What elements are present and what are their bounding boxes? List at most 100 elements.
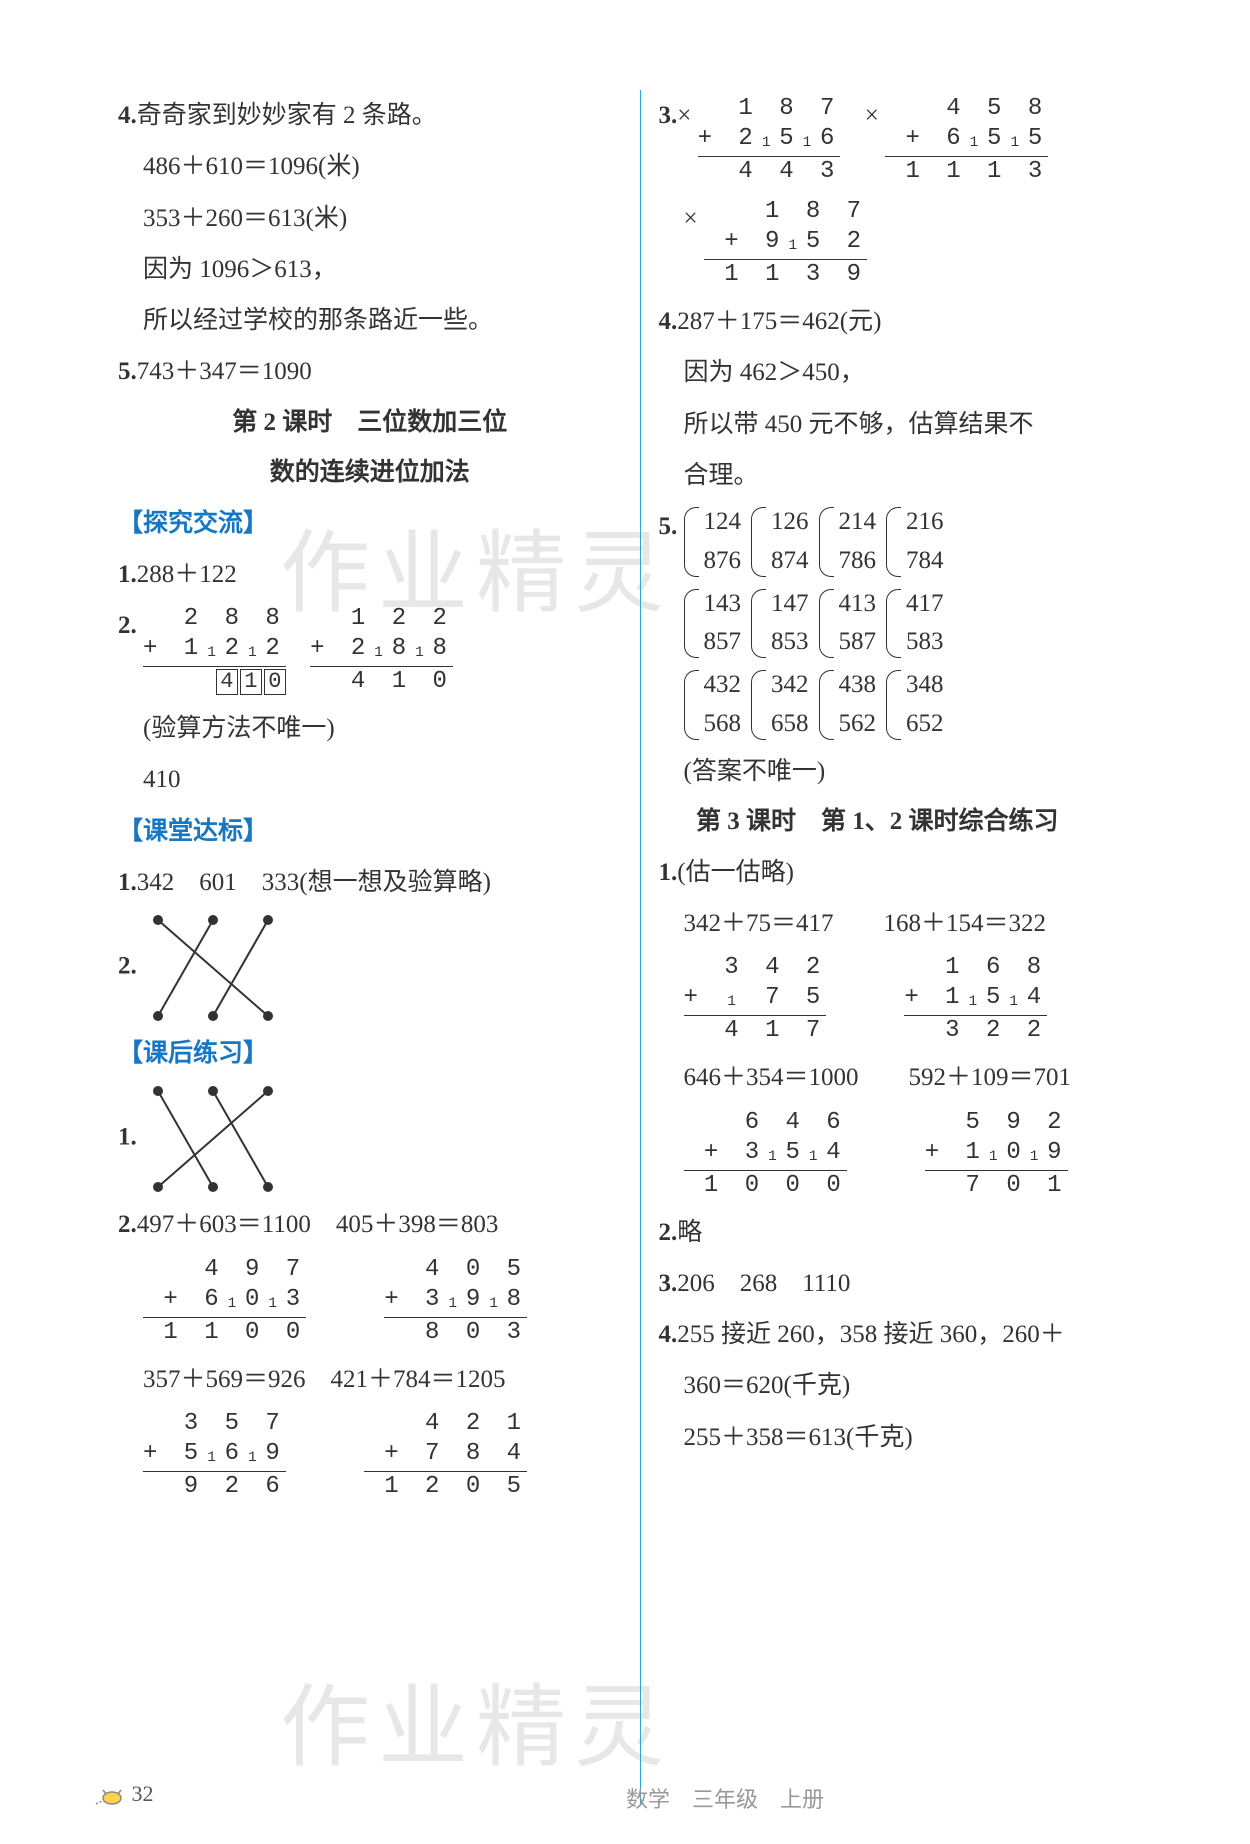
r-p4-1: 4.255 接近 260，358 接近 360，260＋ xyxy=(659,1309,1163,1360)
q5-num: 5. xyxy=(118,358,137,385)
e2-num: 2. xyxy=(118,612,137,639)
rp1v2a: 1 6 8 xyxy=(904,953,1047,983)
section-after: 【课后练习】 xyxy=(118,1028,622,1079)
a2-v4: 4 2 1+ 7 8 4 1 2 0 5 xyxy=(364,1409,527,1502)
section-class: 【课堂达标】 xyxy=(118,806,622,857)
q4-eq1: 486＋610＝1096(米) xyxy=(118,141,622,192)
rp1e1: 342＋75＝417 xyxy=(684,910,834,937)
right-column: 3.× 1 8 7+ 2₁5₁6 4 4 3 × 4 5 8+ 6₁5₁5 1 … xyxy=(641,90,1181,1804)
rp1v1a: 3 4 2 xyxy=(684,953,827,983)
box-4: 4 xyxy=(216,669,238,695)
r-q3-v3: 1 8 7+ 9₁5 2 1 1 3 9 xyxy=(704,197,867,290)
r-q5: 5. 124876126874214786216784 xyxy=(659,501,1163,583)
rp1v3: 6 4 6+ 3₁5₁4 1 0 0 0 xyxy=(684,1108,847,1201)
q4-so: 所以经过学校的那条路近一些。 xyxy=(118,295,622,346)
r-q4-cmp: 因为 462＞450， xyxy=(659,347,1163,398)
rq3v3a: 1 8 7 xyxy=(704,197,867,227)
r-q4-so2: 合理。 xyxy=(659,450,1163,501)
r-p1-note: (估一估略) xyxy=(677,859,794,886)
r-q4-so1: 所以带 450 元不够，估算结果不 xyxy=(659,399,1163,450)
r-q3-x1: × xyxy=(677,102,691,129)
rp1v4r: 7 0 1 xyxy=(925,1171,1068,1201)
c1-num: 1. xyxy=(118,869,137,896)
r-p1-eq12: 342＋75＝417 168＋154＝322 xyxy=(659,898,1163,949)
box-0: 0 xyxy=(264,669,286,695)
rq3v3b: + 9₁5 2 xyxy=(704,227,867,260)
rp1v3a: 6 4 6 xyxy=(684,1108,847,1138)
q5-eq: 743＋347＝1090 xyxy=(137,358,312,385)
match-diagram-1 xyxy=(143,908,283,1028)
r-p4-t3: 255＋358＝613(千克) xyxy=(659,1412,1163,1463)
a2-v2: 4 0 5+ 3₁9₁8 8 0 3 xyxy=(384,1255,527,1348)
rp1e4: 592＋109＝701 xyxy=(909,1064,1072,1091)
rp1v4: 5 9 2+ 1₁0₁9 7 0 1 xyxy=(925,1108,1068,1201)
lesson3: 第 3 课时 第 1、2 课时综合练习 xyxy=(659,797,1163,847)
r-p4-t2: 360＝620(千克) xyxy=(659,1360,1163,1411)
a2-v1-b: + 6₁0₁3 xyxy=(143,1285,306,1318)
r-q4-num: 4. xyxy=(659,308,678,335)
brace-row-1: 124876126874214786216784 xyxy=(684,513,954,540)
rp1v1r: 4 1 7 xyxy=(684,1016,827,1046)
a2-v2-r: 8 0 3 xyxy=(384,1318,527,1348)
rp1v3r: 1 0 0 0 xyxy=(684,1171,847,1201)
a2-vert-row1: 4 9 7+ 6₁0₁3 1 1 0 0 4 0 5+ 3₁9₁8 8 0 3 xyxy=(118,1251,622,1354)
rp1v4b: + 1₁0₁9 xyxy=(925,1138,1068,1171)
a2-eq2: 405＋398＝803 xyxy=(336,1211,499,1238)
r-p3: 3.206 268 1110 xyxy=(659,1258,1163,1309)
c1-text: 342 601 333(想一想及验算略) xyxy=(137,869,491,896)
r-p1-eq34: 646＋354＝1000 592＋109＝701 xyxy=(659,1052,1163,1103)
r-q3-v2: 4 5 8+ 6₁5₁5 1 1 1 3 xyxy=(885,94,1048,187)
a2-v4-r: 1 2 0 5 xyxy=(364,1472,527,1502)
q4-cmp: 因为 1096＞613， xyxy=(118,244,622,295)
a1-line: 1. xyxy=(118,1079,622,1199)
r-p1-vrow2: 6 4 6+ 3₁5₁4 1 0 0 0 5 9 2+ 1₁0₁9 7 0 1 xyxy=(659,1104,1163,1207)
e2-v2: 1 2 2 + 2₁8₁8 4 1 0 xyxy=(310,604,453,697)
e2-note: (验算方法不唯一) xyxy=(118,703,622,754)
r-p4-num: 4. xyxy=(659,1321,678,1348)
a2-v4-b: + 7 8 4 xyxy=(364,1439,527,1472)
r-q3-num: 3. xyxy=(659,102,678,129)
a2-v4-a: 4 2 1 xyxy=(364,1409,527,1439)
r-q3-row1: 3.× 1 8 7+ 2₁5₁6 4 4 3 × 4 5 8+ 6₁5₁5 1 … xyxy=(659,90,1163,193)
a1-num: 1. xyxy=(118,1124,137,1151)
r-p2: 2.略 xyxy=(659,1207,1163,1258)
r-q5-num: 5. xyxy=(659,513,678,540)
rp1v2: 1 6 8+ 1₁5₁4 3 2 2 xyxy=(904,953,1047,1046)
e2-v2-a: 1 2 2 xyxy=(310,604,453,634)
rp1e2: 168＋154＝322 xyxy=(884,910,1047,937)
e2-v2-r: 4 1 0 xyxy=(310,667,453,697)
rq3v2b: + 6₁5₁5 xyxy=(885,124,1048,157)
a2-v2-b: + 3₁9₁8 xyxy=(384,1285,527,1318)
a2-v3-r: 9 2 6 xyxy=(143,1472,286,1502)
footer: 数学 三年级 上册 xyxy=(100,1782,1250,1814)
rp1v2b: + 1₁5₁4 xyxy=(904,983,1047,1016)
rq3v3r: 1 1 3 9 xyxy=(704,260,867,290)
e2-ans: 410 xyxy=(118,754,622,805)
rp1v1b: + ₁ 7 5 xyxy=(684,983,827,1016)
e2-block: 2. 2 8 8 + 1₁2₁2 410 1 2 2 + 2₁8₁8 4 1 0 xyxy=(118,600,622,703)
a2-eq3: 357＋569＝926 xyxy=(143,1366,306,1393)
a2-v3-b: + 5₁6₁9 xyxy=(143,1439,286,1472)
a2-eq-row2: 357＋569＝926 421＋784＝1205 xyxy=(118,1354,622,1405)
r-p3-text: 206 268 1110 xyxy=(677,1270,850,1297)
r-q3-row2: × 1 8 7+ 9₁5 2 1 1 3 9 xyxy=(659,193,1163,296)
rq3v1r: 4 4 3 xyxy=(698,157,841,187)
rp1v4a: 5 9 2 xyxy=(925,1108,1068,1138)
r-q4-eq: 4.287＋175＝462(元) xyxy=(659,296,1163,347)
rq3v2a: 4 5 8 xyxy=(885,94,1048,124)
a2-v1: 4 9 7+ 6₁0₁3 1 1 0 0 xyxy=(143,1255,306,1348)
e2-v1-boxed: 410 xyxy=(143,667,286,697)
e2-v1: 2 8 8 + 1₁2₁2 410 xyxy=(143,604,286,697)
e1-num: 1. xyxy=(118,561,137,588)
a2-num: 2. xyxy=(118,1211,137,1238)
c2-num: 2. xyxy=(118,953,137,980)
a2-v1-r: 1 1 0 0 xyxy=(143,1318,306,1348)
c2-line: 2. xyxy=(118,908,622,1028)
rq3v1b: + 2₁5₁6 xyxy=(698,124,841,157)
section-explore: 【探究交流】 xyxy=(118,498,622,549)
q4-t1: 奇奇家到妙妙家有 2 条路。 xyxy=(137,102,437,129)
r-p2-num: 2. xyxy=(659,1219,678,1246)
r-q3-x2: × xyxy=(865,102,879,129)
page: 作业精灵 作业精灵 4.奇奇家到妙妙家有 2 条路。 486＋610＝1096(… xyxy=(0,0,1250,1844)
a2-vert-row2: 3 5 7+ 5₁6₁9 9 2 6 4 2 1+ 7 8 4 1 2 0 5 xyxy=(118,1405,622,1508)
